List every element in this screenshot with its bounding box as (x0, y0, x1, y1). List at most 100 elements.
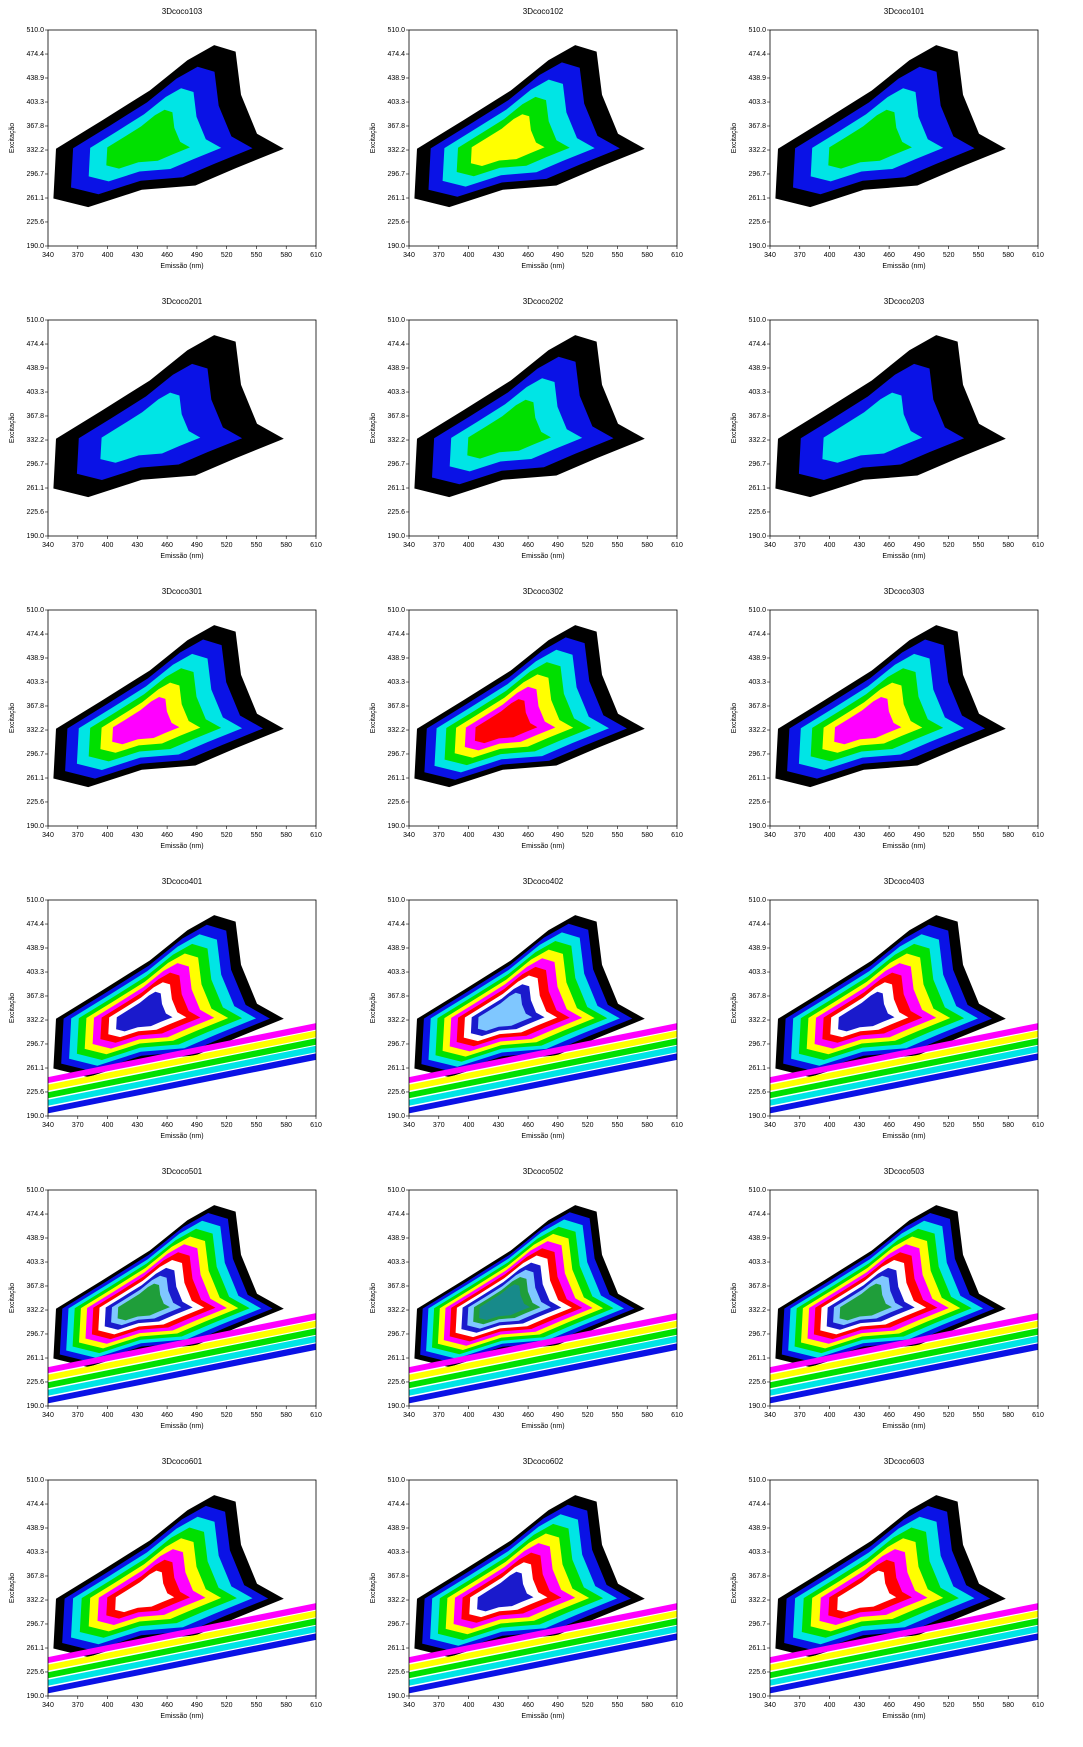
y-tick-label: 474.4 (387, 631, 405, 638)
x-tick-label: 370 (72, 542, 84, 549)
x-tick-label: 550 (251, 1702, 263, 1709)
contour-area (409, 1205, 677, 1404)
x-axis-label: Emissão (nm) (882, 1133, 925, 1140)
x-tick-label: 550 (973, 542, 985, 549)
y-tick-label: 510.0 (387, 1477, 405, 1484)
contour-area (53, 625, 284, 788)
x-tick-label: 460 (522, 542, 534, 549)
x-tick-label: 370 (794, 1122, 806, 1129)
plot-frame (408, 609, 678, 827)
x-tick-label: 340 (42, 1702, 54, 1709)
x-tick-label: 550 (612, 252, 624, 259)
x-tick-label: 580 (280, 252, 292, 259)
contour-band (770, 1023, 1038, 1084)
x-tick-label: 370 (794, 1702, 806, 1709)
y-tick-label: 474.4 (748, 341, 766, 348)
x-tick-label: 460 (522, 1122, 534, 1129)
contour-band (48, 1328, 316, 1389)
y-tick-label: 438.9 (26, 1235, 44, 1242)
x-tick-label: 520 (582, 542, 594, 549)
y-tick-label: 332.2 (387, 1597, 405, 1604)
y-axis-label: Excitação (731, 123, 738, 153)
x-tick-label: 400 (824, 1122, 836, 1129)
x-tick-label: 370 (794, 542, 806, 549)
panel: 3Dcoco401 340 370 400 430 460 490 520 550 580 610 1… (9, 877, 322, 1140)
contour-area (770, 1205, 1038, 1404)
x-tick-label: 490 (913, 1702, 925, 1709)
plot-frame (47, 899, 317, 1117)
y-tick-label: 367.8 (387, 1283, 405, 1290)
x-tick-label: 520 (582, 832, 594, 839)
y-tick-label: 190.0 (748, 1113, 766, 1120)
y-tick-label: 296.7 (387, 171, 405, 178)
contour-area (48, 1495, 316, 1694)
y-tick-label: 438.9 (748, 945, 766, 952)
x-tick-label: 370 (794, 832, 806, 839)
contour-band (48, 1320, 316, 1381)
x-tick-label: 400 (102, 1412, 114, 1419)
plot-frame (408, 1479, 678, 1697)
x-tick-label: 550 (612, 1412, 624, 1419)
y-tick-label: 510.0 (748, 317, 766, 324)
contour-level (115, 1570, 175, 1613)
y-tick-label: 510.0 (26, 1477, 44, 1484)
contour-area (409, 1495, 677, 1694)
y-tick-label: 438.9 (748, 1525, 766, 1532)
y-tick-label: 296.7 (748, 751, 766, 758)
plot-frame (47, 1479, 317, 1697)
panel: 3Dcoco603 340 370 400 430 460 490 520 550 580 610 1… (731, 1457, 1044, 1720)
contour-band (409, 1030, 677, 1091)
x-tick-label: 550 (612, 832, 624, 839)
y-tick-label: 296.7 (748, 461, 766, 468)
y-tick-label: 367.8 (748, 413, 766, 420)
x-tick-label: 520 (221, 1702, 233, 1709)
y-tick-label: 438.9 (748, 655, 766, 662)
x-tick-label: 610 (1032, 1702, 1044, 1709)
y-tick-label: 261.1 (26, 195, 44, 202)
y-tick-label: 261.1 (748, 195, 766, 202)
y-tick-label: 438.9 (748, 1235, 766, 1242)
contour-band (409, 1045, 677, 1106)
y-tick-label: 403.3 (387, 1549, 405, 1556)
chart-title: 3Dcoco302 (523, 587, 564, 596)
x-tick-label: 520 (943, 1122, 955, 1129)
contour-band (770, 1343, 1038, 1404)
y-tick-label: 403.3 (387, 969, 405, 976)
x-tick-label: 430 (131, 1702, 143, 1709)
y-tick-label: 474.4 (26, 341, 44, 348)
x-tick-label: 580 (280, 1702, 292, 1709)
y-tick-label: 438.9 (387, 655, 405, 662)
contour-area (414, 625, 645, 788)
x-tick-label: 340 (764, 1702, 776, 1709)
contour-band (770, 1328, 1038, 1389)
y-tick-label: 296.7 (748, 1621, 766, 1628)
x-tick-label: 460 (161, 1122, 173, 1129)
y-tick-label: 225.6 (387, 799, 405, 806)
contour-band (48, 1053, 316, 1114)
y-tick-label: 332.2 (26, 147, 44, 154)
y-tick-label: 510.0 (26, 607, 44, 614)
x-tick-label: 400 (102, 1122, 114, 1129)
contour-band (48, 1603, 316, 1664)
contour-band (770, 1625, 1038, 1686)
panel: 3Dcoco601 340 370 400 430 460 490 520 550 580 610 1… (9, 1457, 322, 1720)
x-tick-label: 520 (943, 1412, 955, 1419)
y-tick-label: 367.8 (748, 993, 766, 1000)
y-tick-label: 510.0 (748, 1187, 766, 1194)
y-tick-label: 403.3 (26, 389, 44, 396)
contour-band (409, 1038, 677, 1099)
x-tick-label: 610 (310, 832, 322, 839)
x-tick-label: 340 (764, 252, 776, 259)
y-tick-label: 474.4 (26, 1211, 44, 1218)
y-tick-label: 296.7 (26, 751, 44, 758)
y-tick-label: 403.3 (26, 1259, 44, 1266)
y-tick-label: 510.0 (387, 317, 405, 324)
y-tick-label: 332.2 (748, 1017, 766, 1024)
y-tick-label: 367.8 (26, 413, 44, 420)
x-tick-label: 610 (671, 832, 683, 839)
y-tick-label: 332.2 (26, 1307, 44, 1314)
contour-area (770, 1495, 1038, 1694)
y-tick-label: 474.4 (748, 1501, 766, 1508)
x-axis-label: Emissão (nm) (160, 1133, 203, 1140)
y-axis-label: Excitação (370, 993, 377, 1023)
